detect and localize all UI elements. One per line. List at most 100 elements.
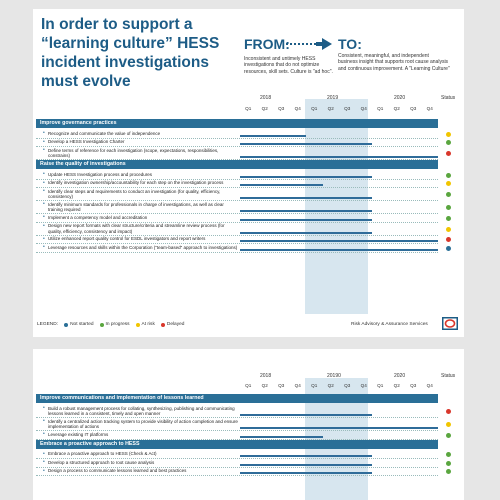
timeline-bar	[240, 240, 438, 243]
quarter-label: Q3	[278, 106, 285, 111]
quarter-label: Q2	[327, 106, 334, 111]
legend-delayed: Delayed	[166, 322, 185, 327]
quarter-label: Q3	[344, 383, 351, 388]
status-dot-icon	[446, 140, 451, 146]
row-label: Develop a structured approach to root ca…	[48, 459, 155, 465]
status-header: Status	[441, 95, 456, 101]
timeline-bar	[240, 463, 372, 466]
status-dot-icon	[446, 226, 451, 232]
legend-not-started: Not started	[70, 322, 94, 327]
row-label: Identify clear steps and requirements to…	[48, 188, 221, 200]
company-logo-icon	[442, 317, 458, 330]
quarter-label: Q3	[410, 106, 417, 111]
slide-1: In order to support a “learning culture”…	[33, 9, 464, 337]
timeline-bar	[240, 143, 372, 146]
row-label: Embrace a proactive approach to HESS (Ch…	[48, 451, 157, 456]
bullet-icon: •	[43, 235, 45, 242]
timeline-bar	[240, 156, 438, 159]
year-label: 2020	[394, 373, 406, 379]
legend-in-progress: In progress	[105, 322, 130, 327]
bullet-icon: •	[43, 188, 45, 194]
bullet-icon: •	[43, 179, 45, 186]
timeline-bar	[240, 175, 372, 178]
quarter-label: Q2	[327, 383, 334, 388]
bullet-icon: •	[43, 147, 45, 153]
roadmap-row: • Build a robust management process for c…	[36, 405, 451, 418]
roadmap-row: • Design a process to communicate lessons…	[36, 467, 451, 476]
bullet-icon: •	[43, 418, 45, 424]
bullet-icon: •	[43, 138, 45, 145]
bullet-icon: •	[43, 130, 45, 136]
bullet-icon: •	[43, 405, 45, 411]
bullet-icon: •	[43, 201, 45, 207]
status-dot-icon	[446, 460, 451, 466]
roadmap-row: • Update HESS Investigation process and p…	[36, 171, 451, 180]
bullet-icon: •	[43, 214, 45, 220]
row-label: Design new report formats with clear str…	[48, 223, 225, 234]
to-label: TO:	[338, 36, 362, 52]
roadmap-row: • Define terms of reference for each inve…	[36, 147, 451, 160]
in-progress-dot-icon	[99, 322, 104, 327]
status-dot-icon	[446, 245, 451, 251]
timeline-bar	[240, 184, 323, 187]
bullet-icon: •	[43, 467, 45, 474]
section-header: Improve governance practices	[36, 119, 438, 128]
to-description: Consistent, meaningful, and independent …	[338, 53, 450, 72]
bullet-icon: •	[43, 450, 45, 457]
quarter-label: Q4	[360, 383, 367, 388]
roadmap-row: • Identify clear steps and requirements t…	[36, 188, 451, 201]
quarter-label: Q1	[311, 383, 318, 388]
quarter-label: Q2	[261, 383, 268, 388]
legend-label: LEGEND:	[37, 322, 59, 327]
year-label: 20190	[327, 373, 341, 379]
row-label: Leverage resources and skills within the…	[48, 244, 238, 250]
roadmap-row: • Leverage resources and skills within th…	[36, 244, 451, 253]
quarter-label: Q2	[393, 106, 400, 111]
status-dot-icon	[446, 151, 451, 156]
status-dot-icon	[446, 422, 451, 427]
section-header: Raise the quality of investigations	[36, 160, 438, 169]
legend: LEGEND: Not started In progress At risk …	[37, 322, 184, 327]
quarter-label: Q4	[360, 106, 367, 111]
status-dot-icon	[446, 205, 451, 210]
status-dot-icon	[446, 181, 451, 187]
row-label: Leverage existing IT platforms	[48, 431, 109, 437]
status-dot-icon	[446, 131, 451, 137]
roadmap-row: • Identify a centralized action tracking …	[36, 418, 451, 431]
quarter-label: Q2	[261, 106, 268, 111]
timeline-bar	[240, 427, 438, 430]
quarter-label: Q3	[410, 383, 417, 388]
year-label: 2018	[260, 95, 272, 101]
quarter-label: Q2	[393, 383, 400, 388]
bullet-icon: •	[43, 222, 45, 229]
quarter-label: Q3	[278, 383, 285, 388]
roadmap-row: • Identify minimum standards for professi…	[36, 201, 451, 214]
bullet-icon: •	[43, 244, 45, 250]
row-label: Identify a centralized action tracking s…	[48, 418, 238, 430]
status-dot-icon	[446, 215, 451, 221]
quarter-label: Q4	[294, 383, 301, 388]
status-dot-icon	[446, 192, 451, 197]
timeline-bar	[240, 210, 372, 213]
roadmap-row: • Develop a structured approach to root c…	[36, 459, 451, 468]
bullet-icon: •	[43, 459, 45, 465]
year-label: 2020	[394, 95, 406, 101]
year-label: 2019	[327, 95, 339, 101]
at-risk-dot-icon	[135, 322, 140, 327]
timeline-bar	[240, 197, 372, 200]
row-label: Define terms of reference for each inves…	[48, 147, 219, 159]
status-dot-icon	[446, 172, 451, 178]
year-2019-shade	[305, 99, 368, 314]
timeline-bar	[240, 455, 372, 458]
row-label: Utilize enhanced report quality control …	[48, 236, 206, 241]
bullet-icon: •	[43, 171, 45, 177]
roadmap-row: • Implement a competency model and accred…	[36, 214, 451, 223]
from-description: Inconsistent and untimely HESS investiga…	[244, 56, 333, 75]
quarter-label: Q4	[426, 106, 433, 111]
arrow-right-icon	[286, 38, 332, 50]
quarter-label: Q1	[245, 106, 252, 111]
quarter-label: Q4	[426, 383, 433, 388]
roadmap-row: • Identify investigation ownership/accoun…	[36, 179, 451, 188]
status-dot-icon	[446, 409, 451, 414]
row-label: Identify investigation ownership/account…	[48, 180, 224, 185]
